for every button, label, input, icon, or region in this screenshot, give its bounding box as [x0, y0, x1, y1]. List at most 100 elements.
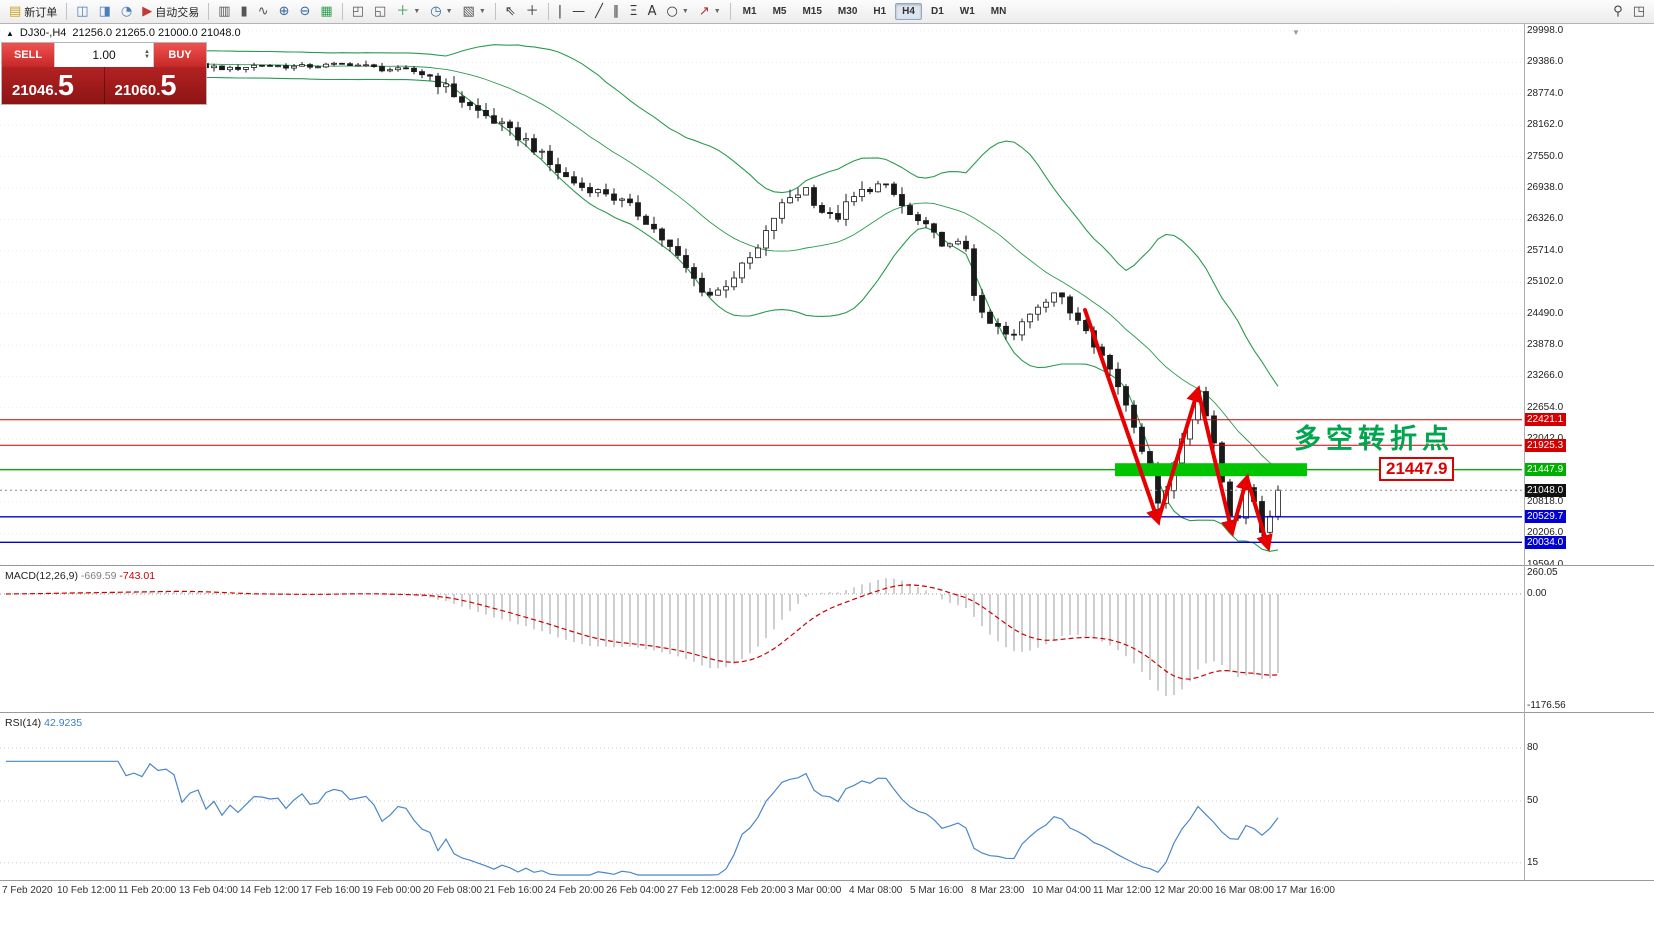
- timeframe-h4-button[interactable]: H4: [895, 3, 922, 20]
- price-axis-label: 25714.0: [1527, 245, 1564, 256]
- timeframe-mn-button[interactable]: MN: [990, 6, 1007, 17]
- price-axis-label: 19594.0: [1527, 559, 1564, 565]
- price-axis-label: 23878.0: [1527, 339, 1564, 350]
- macd-axis-label: 260.05: [1527, 567, 1558, 578]
- crosshair-tool[interactable]: ＋: [522, 4, 543, 19]
- cascade-windows-button[interactable]: ◰: [348, 4, 368, 19]
- market-watch-button[interactable]: ◫: [72, 4, 92, 19]
- spin-down-icon[interactable]: ▼: [144, 54, 150, 60]
- sell-price[interactable]: 21046. 5: [2, 67, 104, 104]
- time-axis-label: 4 Mar 08:00: [849, 885, 903, 896]
- autotrade-button[interactable]: ▶ 自动交易: [138, 3, 203, 21]
- tile-windows-button[interactable]: ▦: [316, 4, 336, 19]
- buy-button[interactable]: BUY: [154, 43, 206, 67]
- time-axis-label: 13 Feb 04:00: [179, 885, 238, 896]
- tile-windows-icon: ▦: [320, 4, 333, 19]
- price-line-badge: 20034.0: [1524, 536, 1567, 549]
- time-axis-label: 7 Feb 2020: [2, 885, 53, 896]
- macd-canvas[interactable]: [0, 566, 1654, 713]
- navigator-button[interactable]: ◔: [117, 4, 136, 19]
- time-axis-label: 11 Feb 20:00: [118, 885, 177, 896]
- autotrade-icon: ▶: [142, 4, 153, 19]
- price-axis-label: 26326.0: [1527, 213, 1564, 224]
- text-tool[interactable]: A: [644, 4, 661, 19]
- one-click-collapse-icon[interactable]: ▲: [6, 28, 14, 38]
- rsi-canvas[interactable]: [0, 713, 1654, 881]
- macd-histogram: [13, 578, 1279, 697]
- price-axis-label: 28162.0: [1527, 119, 1564, 130]
- annotation-text: 多空转折点: [1294, 424, 1454, 454]
- shapes-tool[interactable]: ○ ▼: [663, 4, 693, 19]
- zoom-out-button[interactable]: ⊖: [296, 4, 315, 19]
- bollinger-bands: [5, 44, 1279, 552]
- arrows-tool[interactable]: ↗ ▼: [695, 4, 725, 19]
- rsi-value: 42.9235: [44, 717, 83, 729]
- templates-icon: ▧: [462, 4, 475, 19]
- trendline-tool[interactable]: ╱: [591, 4, 607, 19]
- buy-price[interactable]: 21060. 5: [105, 67, 207, 104]
- timeframe-m15-button[interactable]: M15: [802, 6, 822, 17]
- price-axis-label: 24490.0: [1527, 308, 1564, 319]
- time-axis-label: 24 Feb 20:00: [545, 885, 604, 896]
- horizontal-line-tool[interactable]: —: [568, 4, 589, 19]
- highlight-bar: [1115, 463, 1307, 477]
- new-order-button-label: 新订单: [24, 6, 58, 19]
- timeframe-d1-button[interactable]: D1: [930, 6, 944, 17]
- time-axis-label: 17 Feb 16:00: [301, 885, 360, 896]
- chart-ohlc: 21256.0 21265.0 21000.0 21048.0: [72, 27, 241, 39]
- volume-value: 1.00: [92, 48, 116, 62]
- crosshair-icon: ＋: [525, 4, 539, 19]
- add-indicator-button[interactable]: ＋ ▼: [392, 4, 424, 19]
- new-order-button[interactable]: ▤ 新订单: [5, 3, 61, 21]
- time-axis-label: 12 Mar 20:00: [1154, 885, 1213, 896]
- macd-name: MACD(12,26,9): [5, 570, 78, 582]
- timeframe-m5-button[interactable]: M5: [772, 6, 787, 17]
- price-axis-label: 23266.0: [1527, 370, 1564, 381]
- sell-button[interactable]: SELL: [2, 43, 54, 67]
- templates-button[interactable]: ▧ ▼: [459, 4, 490, 19]
- time-scale[interactable]: 7 Feb 2020 10 Feb 12:00 11 Feb 20:00 13 Feb…: [0, 880, 1654, 901]
- macd-label: MACD(12,26,9) -669.59 -743.01: [5, 570, 155, 582]
- data-window-button[interactable]: ◨: [95, 4, 115, 19]
- cascade-windows-icon: ◰: [351, 4, 364, 19]
- price-axis-label: 22654.0: [1527, 402, 1564, 413]
- price-axis-label: 22042.0: [1527, 433, 1563, 444]
- spin-up-icon[interactable]: ▲: [144, 49, 150, 55]
- time-axis-label: 20 Feb 08:00: [423, 885, 482, 896]
- fibonacci-icon: Ξ: [629, 4, 638, 19]
- price-chart-canvas[interactable]: [0, 24, 1654, 565]
- vertical-line-icon: |: [557, 4, 563, 19]
- volume-field[interactable]: 1.00 ▲ ▼: [54, 43, 154, 67]
- timeframe-m30-button[interactable]: M30: [837, 6, 858, 17]
- fibonacci-tool[interactable]: Ξ: [625, 4, 641, 19]
- line-chart-button[interactable]: ∿: [254, 4, 273, 19]
- toolbar-separator: [729, 3, 731, 20]
- time-axis-label: 3 Mar 00:00: [788, 885, 842, 896]
- cursor-tool[interactable]: ⇖: [501, 4, 520, 19]
- add-indicator-icon: ＋: [396, 4, 410, 19]
- navigator-icon: ◔: [120, 4, 133, 19]
- time-axis-label: 17 Mar 16:00: [1276, 885, 1335, 896]
- time-axis-label: 10 Mar 04:00: [1032, 885, 1091, 896]
- periods-button[interactable]: ◷ ▼: [426, 4, 456, 19]
- dropdown-caret-icon: ▼: [478, 8, 486, 15]
- buy-price-big: 5: [160, 70, 177, 102]
- search-button[interactable]: ⚲: [1609, 4, 1627, 19]
- channel-tool[interactable]: ∥: [609, 4, 624, 19]
- candlestick-chart-button[interactable]: ▮: [237, 4, 252, 19]
- timeframe-m1-button[interactable]: M1: [742, 6, 757, 17]
- zoom-in-button[interactable]: ⊕: [275, 4, 294, 19]
- macd-axis-label: 0.00: [1527, 588, 1547, 599]
- restore-window-button[interactable]: ◳: [1629, 4, 1649, 19]
- vertical-line-tool[interactable]: |: [554, 4, 566, 19]
- timeframe-w1-button[interactable]: W1: [959, 6, 975, 17]
- time-axis-label: 5 Mar 16:00: [910, 885, 964, 896]
- timeframe-h1-button[interactable]: H1: [873, 6, 887, 17]
- price-tag-label: 21447.9: [1379, 457, 1455, 481]
- current-price-badge: 21048.0: [1524, 484, 1567, 497]
- arrange-windows-button[interactable]: ◱: [370, 4, 390, 19]
- rsi-axis-label: 80: [1527, 742, 1539, 753]
- time-axis-label: 26 Feb 04:00: [606, 885, 665, 896]
- volume-spinner[interactable]: ▲ ▼: [144, 49, 150, 60]
- bar-chart-button[interactable]: ▥: [214, 4, 234, 19]
